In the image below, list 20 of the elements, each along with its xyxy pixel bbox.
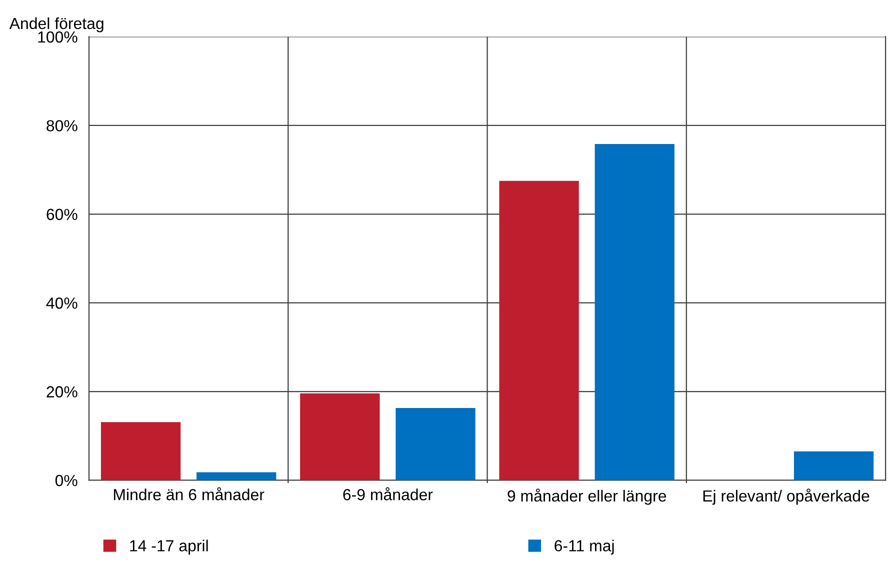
legend-label: 6-11 maj (554, 540, 614, 555)
bar (396, 408, 476, 480)
y-tick-label: 80% (46, 120, 78, 132)
y-axis-title: Andel företag (9, 17, 104, 32)
bar (794, 451, 874, 480)
y-tick-label: 60% (46, 208, 78, 220)
x-tick-label: Mindre än 6 månader (114, 487, 264, 500)
x-tick-label: 9 månader eller längre (508, 488, 666, 505)
legend-label: 14 -17 april (130, 540, 208, 555)
y-tick-label: 20% (46, 386, 78, 398)
bar (300, 393, 380, 480)
bar (499, 180, 579, 480)
y-tick-label: 0% (55, 474, 78, 486)
bar (196, 472, 276, 480)
x-tick-label: 6-9 månader (343, 487, 433, 500)
bar (100, 422, 181, 480)
x-tick-label: Ej relevant/ opåverkade (703, 488, 870, 505)
bar (594, 144, 674, 480)
y-tick-label: 40% (46, 297, 78, 309)
y-tick-label: 100% (38, 31, 78, 43)
